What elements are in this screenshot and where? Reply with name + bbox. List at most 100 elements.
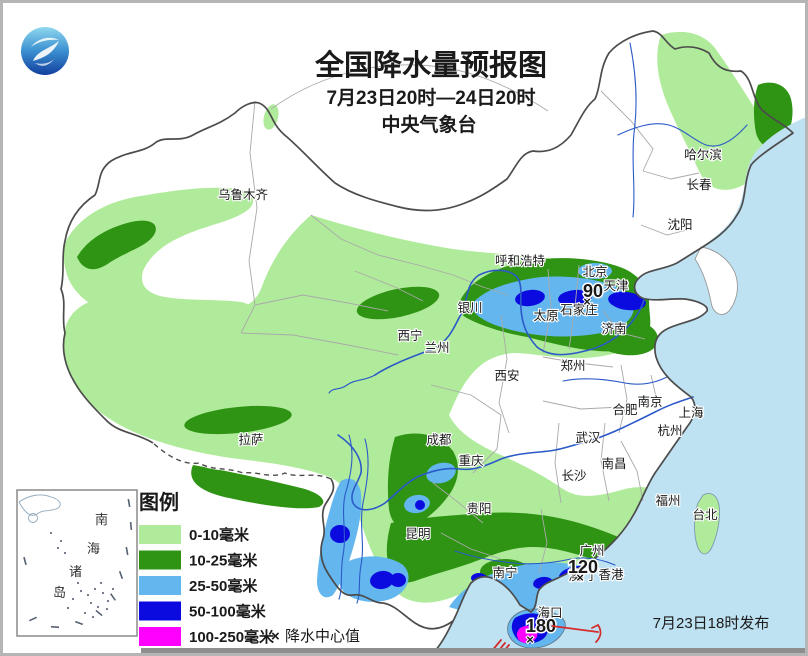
precip-center-marker: × <box>526 632 534 647</box>
city-label: 长春 <box>686 178 712 192</box>
legend-title: 图例 <box>139 490 179 514</box>
city-label: 济南 <box>601 321 626 336</box>
city-label: 杭州 <box>657 423 682 438</box>
zone-100-250-hainan <box>516 625 538 644</box>
city-label: 重庆 <box>458 453 484 468</box>
zone-10-25-tibet-north <box>184 405 292 435</box>
city-label: 石家庄 <box>560 302 598 317</box>
center-marker-note: 降水中心值 <box>285 628 360 645</box>
legend-swatch <box>139 601 181 621</box>
city-label: 昆明 <box>405 527 430 541</box>
city-label: 沈阳 <box>667 217 692 232</box>
legend-item-label: 25-50毫米 <box>189 577 258 595</box>
zone-50-100-sichuan-dot <box>415 500 425 510</box>
city-label: 澳门 <box>568 568 593 583</box>
national-border <box>60 30 794 653</box>
zone-50-100-bohai <box>608 291 646 311</box>
cma-logo <box>21 27 69 75</box>
precip-center-marker: × <box>583 294 591 309</box>
zone-50-100-yunnan-s1 <box>370 570 394 590</box>
city-label: 哈尔滨 <box>684 147 722 162</box>
inset-coastline <box>18 494 61 516</box>
zone-50-100-shanxi <box>515 289 545 307</box>
city-label: 福州 <box>655 493 680 508</box>
bottom-bar <box>141 648 805 653</box>
city-label: 南京 <box>637 394 662 409</box>
city-label: 南宁 <box>492 565 517 580</box>
city-label: 长沙 <box>561 469 587 483</box>
legend-swatch <box>139 576 181 595</box>
zone-25-50-north-band <box>472 276 634 337</box>
inset-hainan <box>28 513 38 523</box>
city-label: 海口 <box>537 605 562 620</box>
zone-25-50-sichuan-1 <box>426 462 456 484</box>
zone-50-100-yunnan-nw <box>330 525 350 543</box>
inset-frame <box>16 489 138 637</box>
legend-swatch <box>139 627 181 646</box>
legend-item-label: 50-100毫米 <box>189 603 267 621</box>
typhoon-flag-icon <box>591 624 602 643</box>
precip-center-value: 120 <box>568 557 598 577</box>
city-label: 贵阳 <box>466 502 491 516</box>
city-label: 郑州 <box>560 358 585 373</box>
header-block: 全国降水量预报图 7月23日20时—24日20时 中央气象台 <box>314 48 547 136</box>
city-label: 武汉 <box>575 431 601 445</box>
zone-10-25-south-band <box>386 512 650 583</box>
city-label: 银川 <box>457 301 482 315</box>
legend-swatch <box>139 525 181 544</box>
inset-label-char: 诸 <box>69 564 82 579</box>
city-label: 西宁 <box>397 328 422 343</box>
zone-50-100-yunnan-s2 <box>390 573 406 587</box>
city-label: 兰州 <box>424 341 449 355</box>
province-borders <box>240 64 700 574</box>
inset-islands <box>49 531 115 619</box>
city-label: 合肥 <box>612 402 638 417</box>
south-tibet-dashed-border <box>152 442 332 480</box>
legend-item-label: 0-10毫米 <box>189 526 250 544</box>
zone-10-25-tibet-south <box>191 465 324 509</box>
nu-river <box>356 438 369 604</box>
songhua-river <box>617 123 748 147</box>
huai-river <box>562 376 668 385</box>
zone-0-10-northeast <box>657 31 769 190</box>
issued-timestamp: 7月23日18时发布 <box>653 615 770 632</box>
city-label: 广州 <box>579 544 604 558</box>
center-marker-symbol: × <box>271 628 280 645</box>
precip-center-value: 90 <box>583 281 603 301</box>
precip-center-marker: × <box>576 570 584 585</box>
nen-river <box>629 42 637 218</box>
city-label: 南昌 <box>601 456 626 471</box>
legend-rows: 0-10毫米 10-25毫米 25-50毫米 50-100毫米 100-250毫米 <box>139 525 275 646</box>
forecast-period: 7月23日20时—24日20时 <box>326 87 535 109</box>
typhoon-track-line <box>551 625 599 633</box>
yellow-river-source <box>328 374 376 394</box>
taiwan-island <box>694 493 720 555</box>
city-label: 西安 <box>494 368 519 383</box>
zone-50-100-hebei <box>558 289 592 307</box>
city-label: 拉萨 <box>238 432 263 447</box>
zone-10-25-qinghai <box>356 286 440 320</box>
lancang-river <box>338 434 353 600</box>
legend-swatch <box>139 550 181 570</box>
city-label: 北京 <box>582 265 607 279</box>
rivers <box>328 42 748 604</box>
city-label: 成都 <box>426 433 452 447</box>
zone-0-10-xinjiang <box>63 187 254 324</box>
map-title: 全国降水量预报图 <box>314 48 547 82</box>
inset-label-char: 南 <box>95 512 108 527</box>
hainan-island <box>507 608 566 649</box>
city-label: 香港 <box>598 568 624 582</box>
precip-center-value: 180 <box>526 616 556 636</box>
zone-25-50-beijing <box>578 263 612 279</box>
city-label: 天津 <box>603 279 628 293</box>
legend-item-label: 10-25毫米 <box>189 552 258 570</box>
legend: 图例 0-10毫米 10-25毫米 25-50毫米 50-100毫米 100-250毫米… <box>139 490 360 646</box>
yellow-river <box>374 269 645 376</box>
inset-label-char: 岛 <box>53 585 66 600</box>
agency-name: 中央气象台 <box>381 113 476 136</box>
